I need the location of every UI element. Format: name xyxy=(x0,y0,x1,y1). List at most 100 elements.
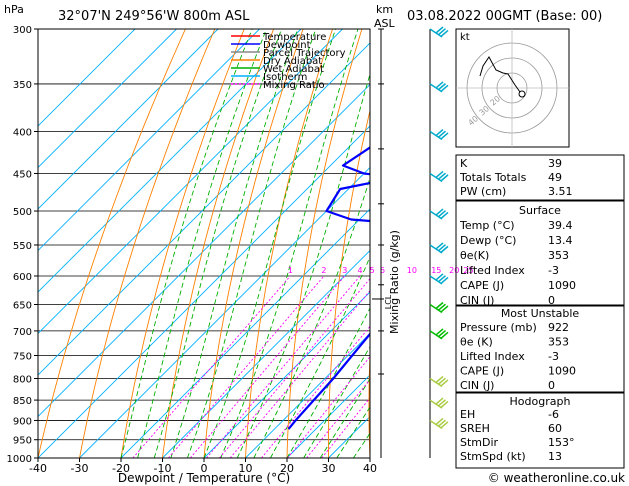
table-row-label: CAPE (J) xyxy=(460,365,504,378)
dry-adiabat-lines xyxy=(38,29,629,458)
wind-barb xyxy=(429,273,449,285)
table-row: PW (cm) 3.51 xyxy=(460,185,573,198)
copyright: © weatheronline.co.uk xyxy=(488,471,625,485)
barb-flag xyxy=(440,400,449,409)
wet-adiabat-4 xyxy=(220,29,359,458)
table-row-label: StmSpd (kt) xyxy=(460,450,526,463)
mixing-ratio-label: 6 xyxy=(380,266,385,275)
table-row-label: θe (K) xyxy=(460,336,493,349)
table-row-label: SREH xyxy=(460,422,490,435)
mixing-ratio-label: 5 xyxy=(370,266,375,275)
table-row: StmDir 153° xyxy=(460,436,575,449)
barb-flag xyxy=(435,242,444,250)
temp-tick-label: 0 xyxy=(201,462,208,475)
table-row: Pressure (mb) 922 xyxy=(460,321,569,334)
legend-entry: Parcel Trajectory xyxy=(263,48,346,59)
mixing-ratio-line-5 xyxy=(219,277,370,458)
table-row-value: 1090 xyxy=(548,279,576,292)
surface-box xyxy=(455,200,625,306)
pressure-tick-label: 400 xyxy=(13,128,32,139)
table-row: Lifted Index -3 xyxy=(460,264,559,277)
table-row-label: Totals Totals xyxy=(459,171,527,184)
mixing-ratio-label: 25 xyxy=(463,266,473,275)
dry-adiabat-0 xyxy=(203,29,304,458)
legend-entry: Dewpoint xyxy=(263,40,311,51)
temp-tick-label: 10 xyxy=(239,462,253,475)
table-row-value: 49 xyxy=(548,171,562,184)
pressure-tick-label: 950 xyxy=(13,436,32,447)
barb-flag xyxy=(440,421,449,429)
dry-adiabat-10 xyxy=(245,29,333,458)
legend-entry: Wet Adiabat xyxy=(263,64,324,75)
temp-tick-label: -10 xyxy=(154,462,172,475)
table-row-label: CIN (J) xyxy=(460,379,494,392)
lcl-label: LCL xyxy=(384,294,393,309)
barb-flag xyxy=(438,399,446,407)
pressure-tick-label: 600 xyxy=(13,272,32,283)
mixing-ratio-label: 10 xyxy=(407,266,417,275)
temp-tick-label: 30 xyxy=(322,462,336,475)
wind-barb xyxy=(429,81,449,93)
table-row-value: -3 xyxy=(548,264,559,277)
barb-flag xyxy=(435,26,444,34)
wind-barb xyxy=(429,328,449,340)
table-row: Lifted Index -3 xyxy=(460,350,559,363)
table-row-label: CAPE (J) xyxy=(460,279,504,292)
mixing-ratio-label: 15 xyxy=(431,266,441,275)
table-row-value: 922 xyxy=(548,321,569,334)
barb-flag xyxy=(438,419,446,427)
barb-flag xyxy=(438,275,446,283)
table-row-value: 1090 xyxy=(548,365,576,378)
mixing-ratio-label: 2 xyxy=(321,266,326,275)
table-row: Totals Totals 49 xyxy=(459,171,562,184)
wet-adiabat--4 xyxy=(186,29,317,458)
mixing-ratio-line-4 xyxy=(206,275,361,458)
table-row-label: Pressure (mb) xyxy=(460,321,537,334)
mixing-ratio-label: 1 xyxy=(288,266,293,275)
wind-barb xyxy=(429,170,449,183)
barb-flag xyxy=(435,397,444,405)
table-row-label: θe(K) xyxy=(460,249,489,262)
table-row-value: 60 xyxy=(548,422,562,435)
barb-flag xyxy=(438,130,446,138)
barb-flag xyxy=(438,377,446,385)
table-row-value: 13.4 xyxy=(548,234,573,247)
table-row-value: 353 xyxy=(548,336,569,349)
hodo-trace xyxy=(479,56,521,93)
table-row-label: CIN (J) xyxy=(460,294,494,307)
table-row-value: 39 xyxy=(548,157,562,170)
isotherm--90 xyxy=(38,29,260,252)
table-row: θe(K) 353 xyxy=(460,249,569,262)
barb-flag xyxy=(440,174,449,182)
indices-box xyxy=(455,154,625,201)
table-row: Dewp (°C) 13.4 xyxy=(460,234,573,247)
dry-adiabat--30 xyxy=(79,29,216,458)
pressure-tick-label: 1000 xyxy=(7,454,32,465)
barb-flag xyxy=(435,170,444,179)
table-row-value: -3 xyxy=(548,350,559,363)
barb-flag xyxy=(435,128,444,137)
hodograph-title: Hodograph xyxy=(510,395,571,408)
table-row: SREH 60 xyxy=(460,422,562,435)
table-row-value: 153° xyxy=(548,436,575,449)
dry-adiabat-110 xyxy=(621,29,629,458)
most-unstable-box xyxy=(455,305,625,393)
mixing-ratio-axis-label: Mixing Ratio (g/kg) xyxy=(388,230,401,334)
table-row-value: 39.4 xyxy=(548,219,573,232)
table-row-value: 13 xyxy=(548,450,562,463)
pressure-tick-label: 350 xyxy=(13,80,32,91)
table-row: CAPE (J) 1090 xyxy=(460,279,576,292)
table-row: CIN (J) 0 xyxy=(460,379,555,392)
legend-entry: Isotherm xyxy=(263,72,307,83)
isotherm--60 xyxy=(38,42,370,376)
storm-motion-marker xyxy=(518,90,526,98)
km-label: km xyxy=(376,3,393,16)
barb-flag xyxy=(440,29,449,37)
dry-adiabat-20 xyxy=(286,29,363,458)
hpa-label: hPa xyxy=(4,3,24,16)
barb-flag xyxy=(438,303,446,311)
barb-flag xyxy=(440,132,449,140)
temperature-axis: -40 -30 -20 -10 0 10 20 30 40 xyxy=(29,458,377,475)
